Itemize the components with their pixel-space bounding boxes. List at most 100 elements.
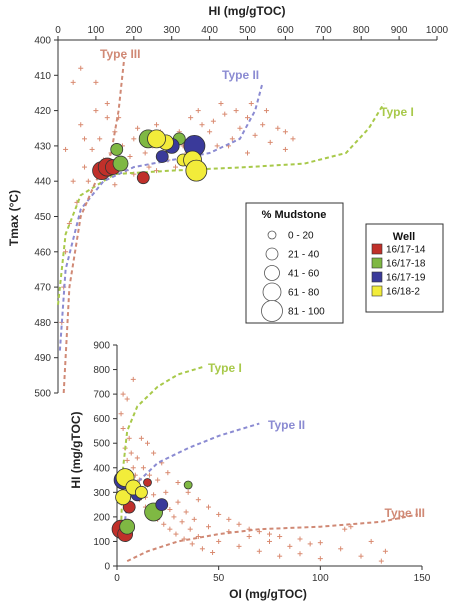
curve-type-iii: [126, 513, 419, 563]
data-point-cross: [181, 536, 187, 542]
data-point-cross: [185, 489, 191, 495]
data-point-circle: [183, 480, 193, 490]
x-tick-label: 300: [163, 25, 180, 36]
x-tick-label: 600: [277, 25, 294, 36]
y-tick-label: 100: [93, 537, 110, 548]
data-point-cross: [171, 514, 177, 520]
data-point-cross: [183, 509, 189, 515]
data-point-cross: [172, 164, 178, 170]
top-x-axis-title: HI (mg/gTOC): [208, 4, 285, 18]
data-point-cross: [63, 146, 69, 152]
x-tick-label: 400: [201, 25, 218, 36]
curve-type-ii: [58, 82, 264, 351]
data-point-cross: [155, 477, 161, 483]
y-tick-label: 700: [93, 390, 110, 401]
data-point-cross: [307, 541, 313, 547]
data-point-cross: [124, 457, 130, 463]
data-point-cross: [297, 536, 303, 542]
y-tick-label: 490: [34, 353, 51, 364]
data-point-cross: [140, 465, 146, 471]
data-point-cross: [63, 249, 69, 255]
legend-mudstone-box: [245, 202, 344, 324]
data-point-cross: [191, 516, 197, 522]
data-point-cross: [85, 178, 91, 184]
data-point-cross: [229, 136, 235, 142]
legend-size-circle: [264, 265, 280, 281]
data-point-cross: [188, 115, 194, 121]
curve-label-type-i: Type I: [380, 105, 414, 119]
bottom-y-axis-title: HI (mg/gTOC): [69, 411, 83, 488]
legend-well-label: 16/17-14: [386, 245, 426, 256]
data-point-cross: [256, 548, 262, 554]
curve-label-type-i: Type I: [208, 361, 242, 375]
data-point-cross: [342, 526, 348, 532]
data-point-cross: [179, 519, 185, 525]
data-point-cross: [78, 122, 84, 128]
data-point-cross: [135, 125, 141, 131]
data-point-cross: [378, 558, 384, 564]
data-point-cross: [89, 146, 95, 152]
data-point-cross: [145, 440, 150, 446]
data-point-cross: [130, 376, 136, 382]
curve-label-type-ii: Type II: [268, 418, 305, 432]
data-point-cross: [130, 465, 136, 471]
x-tick-label: 500: [239, 25, 256, 36]
legend-size-label: 61 - 80: [288, 288, 320, 299]
data-point-cross: [134, 455, 140, 461]
data-point-cross: [138, 435, 144, 441]
data-point-cross: [173, 531, 179, 537]
data-point-cross: [233, 108, 239, 114]
data-point-cross: [210, 549, 216, 555]
y-tick-label: 400: [93, 463, 110, 474]
legend-well-label: 16/17-19: [386, 273, 426, 284]
data-point-cross: [127, 153, 133, 159]
top-y-axis-title: Tmax (°C): [7, 190, 21, 246]
data-point-cross: [82, 136, 88, 142]
data-point-cross: [147, 472, 153, 478]
curve-label-type-iii: Type III: [385, 506, 425, 520]
data-point-circle: [185, 159, 208, 182]
y-tick-label: 500: [34, 389, 51, 400]
data-point-cross: [290, 136, 296, 142]
legend-well-swatch: [371, 243, 383, 255]
legend-mudstone-title: % Mudstone: [262, 209, 327, 221]
data-point-cross: [124, 396, 130, 402]
data-point-cross: [120, 425, 126, 431]
y-tick-label: 410: [34, 71, 51, 82]
y-tick-label: 600: [93, 414, 110, 425]
data-point-cross: [348, 524, 354, 530]
bottom-x-axis-title: OI (mg/gTOC): [229, 587, 307, 601]
y-tick-label: 900: [93, 341, 110, 352]
x-tick-label: 200: [125, 25, 142, 36]
data-point-circle: [110, 143, 124, 156]
legend-size-circle: [261, 300, 283, 322]
legend-size-circle: [265, 247, 279, 261]
data-point-cross: [236, 521, 242, 527]
data-point-cross: [167, 507, 173, 513]
data-point-cross: [275, 125, 281, 131]
legend-well: Well 16/17-14 16/17-18 16/17-19 16/18-2: [365, 223, 444, 313]
legend-well-title: Well: [393, 231, 415, 243]
data-point-cross: [120, 391, 126, 397]
data-point-cross: [199, 546, 205, 552]
data-point-circle: [147, 129, 166, 149]
data-point-cross: [267, 139, 273, 145]
data-point-cross: [267, 531, 272, 537]
data-point-cross: [97, 136, 103, 142]
data-point-cross: [246, 534, 252, 540]
data-point-cross: [175, 480, 181, 486]
data-point-cross: [277, 553, 283, 559]
legend-well-swatch: [371, 285, 383, 297]
y-tick-label: 0: [104, 562, 110, 573]
x-tick-label: 900: [391, 25, 408, 36]
data-point-cross: [267, 538, 272, 544]
x-tick-label: 700: [315, 25, 332, 36]
data-point-cross: [237, 125, 243, 131]
y-tick-label: 420: [34, 106, 51, 117]
x-tick-label: 800: [353, 25, 370, 36]
data-point-cross: [282, 129, 288, 135]
legend-size-circle: [262, 282, 282, 302]
data-point-cross: [282, 146, 288, 152]
data-point-cross: [218, 101, 224, 107]
